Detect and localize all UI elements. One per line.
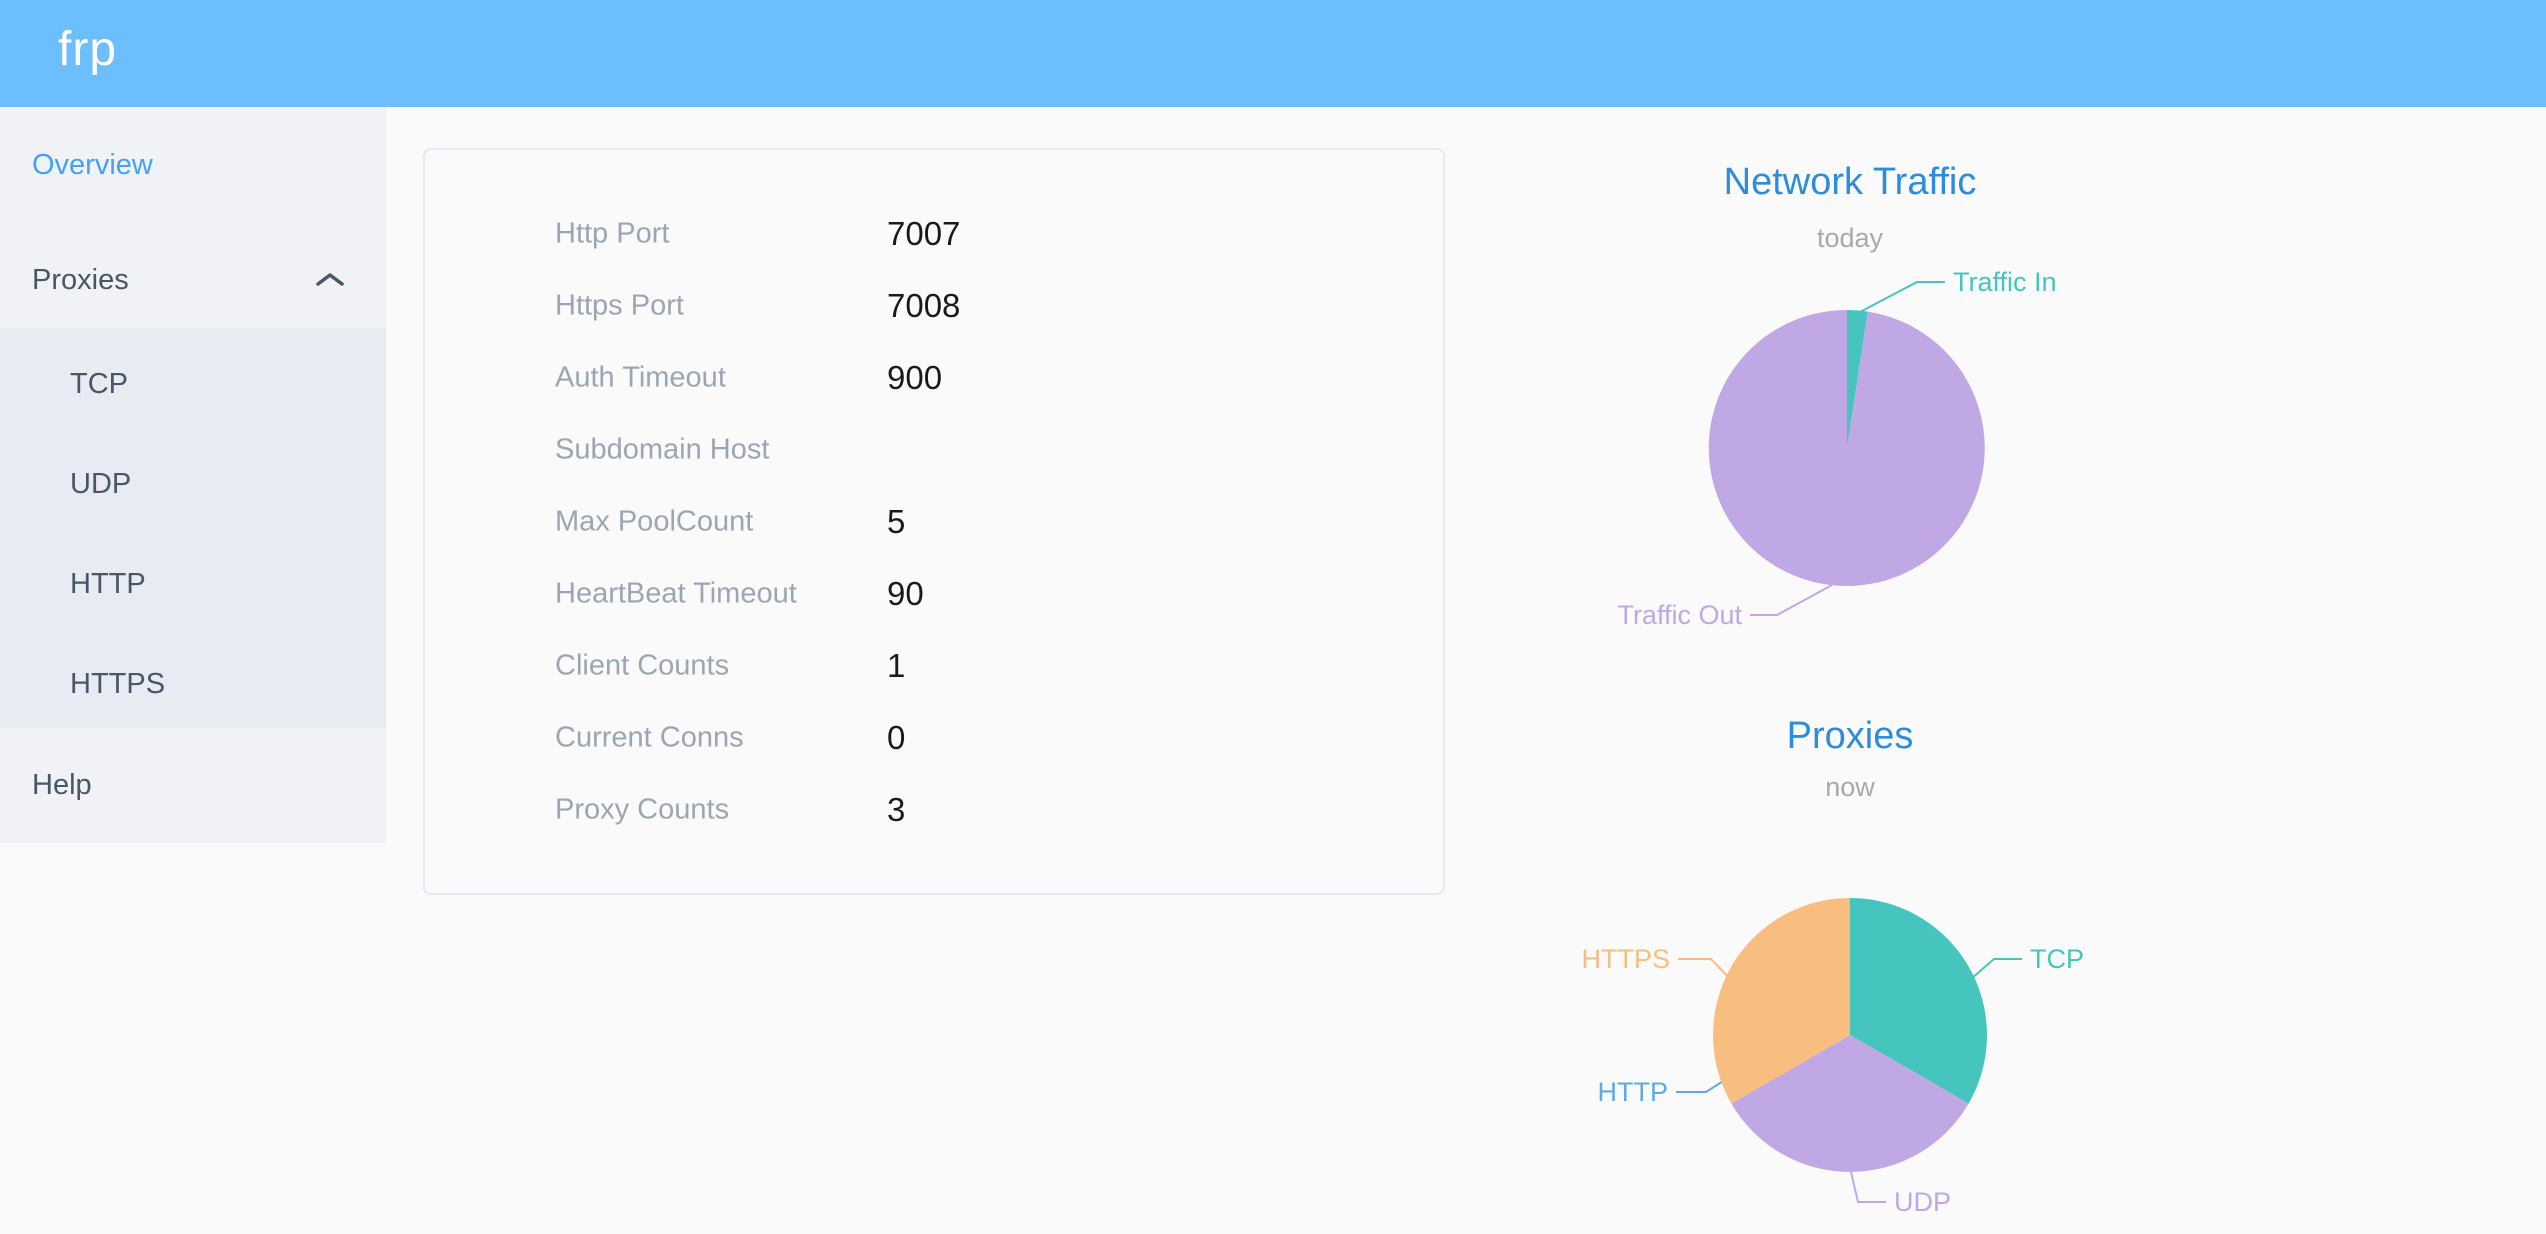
table-row: HeartBeat Timeout 90: [425, 558, 1443, 630]
table-row: Http Port 7007: [425, 198, 1443, 270]
row-value: 7007: [887, 215, 961, 252]
sidebar-item-label: HTTPS: [70, 667, 166, 700]
sidebar-item-label: Proxies: [32, 263, 129, 296]
table-row: Https Port 7008: [425, 270, 1443, 342]
sidebar-item-http[interactable]: HTTP: [0, 534, 386, 634]
chart-subtitle-now: now: [1825, 772, 1875, 802]
slice-label-https: HTTPS: [1581, 944, 1670, 974]
row-label: HeartBeat Timeout: [555, 577, 797, 610]
table-row: Current Conns 0: [425, 702, 1443, 774]
chevron-up-icon: [316, 273, 344, 286]
row-value: 0: [887, 719, 906, 756]
row-label: Auth Timeout: [555, 361, 726, 394]
pie-slice-traffic-in[interactable]: [1847, 310, 1868, 448]
sidebar-item-label: HTTP: [70, 567, 146, 600]
pie-slice-traffic-out[interactable]: [1708, 309, 1985, 586]
slice-label-udp: UDP: [1894, 1187, 1951, 1217]
label-line-tcp: [1970, 958, 2022, 980]
app-header: frp: [0, 0, 2546, 107]
chart-title-proxies: Proxies: [1786, 715, 1914, 757]
table-row: Client Counts 1: [425, 630, 1443, 702]
slice-label-tcp: TCP: [2030, 944, 2084, 974]
row-label: Max PoolCount: [555, 505, 754, 538]
row-value: 5: [887, 503, 906, 540]
sidebar-item-label: UDP: [70, 467, 132, 500]
label-line-traffic-out: [1750, 584, 1833, 616]
table-row: Auth Timeout 900: [425, 342, 1443, 414]
row-label: Current Conns: [555, 721, 744, 754]
slice-label-traffic-out: Traffic Out: [1617, 600, 1742, 630]
row-value: 1: [887, 647, 906, 684]
row-value: 900: [887, 359, 943, 396]
pie-slice-tcp[interactable]: [1850, 898, 1987, 1104]
table-row: Max PoolCount 5: [425, 486, 1443, 558]
sidebar-item-overview[interactable]: Overview: [0, 120, 386, 210]
slice-label-http: HTTP: [1598, 1077, 1669, 1107]
chart-title-network-traffic: Network Traffic: [1723, 161, 1977, 203]
row-label: Client Counts: [555, 649, 730, 682]
pie-slice-udp[interactable]: [1731, 1035, 1969, 1172]
row-label: Subdomain Host: [555, 433, 770, 466]
pie-slice-https[interactable]: [1713, 898, 1850, 1104]
sidebar-item-help[interactable]: Help: [0, 728, 386, 843]
sidebar-item-label: TCP: [70, 367, 128, 400]
row-label: Https Port: [555, 289, 684, 322]
chart-subtitle-today: today: [1816, 223, 1884, 253]
row-label: Http Port: [555, 217, 670, 250]
label-line-traffic-in: [1859, 281, 1945, 313]
sidebar-item-proxies[interactable]: Proxies: [0, 234, 386, 326]
row-value: 3: [887, 791, 906, 828]
row-value: 7008: [887, 287, 961, 324]
sidebar-item-https[interactable]: HTTPS: [0, 634, 386, 728]
sidebar-item-label: Overview: [32, 148, 153, 181]
row-label: Proxy Counts: [555, 793, 730, 826]
table-row: Subdomain Host: [425, 414, 1443, 486]
sidebar-submenu: TCP UDP HTTP HTTPS: [0, 328, 386, 728]
server-info-table: Http Port 7007 Https Port 7008 Auth Timeout 9…: [425, 198, 1443, 846]
sidebar-item-udp[interactable]: UDP: [0, 434, 386, 534]
label-line-http: [1676, 1077, 1729, 1093]
sidebar-item-label: Help: [32, 769, 92, 801]
sidebar: Overview Proxies TCP UDP HTTP HTTPS Help: [0, 107, 386, 843]
label-line-udp: [1850, 1171, 1886, 1203]
table-row: Proxy Counts 3: [425, 774, 1443, 846]
label-line-https: [1678, 958, 1731, 980]
slice-label-traffic-in: Traffic In: [1953, 267, 2057, 297]
app-logo: frp: [58, 22, 118, 76]
sidebar-item-tcp[interactable]: TCP: [0, 334, 386, 434]
row-value: 90: [887, 575, 924, 612]
server-info-card: Http Port 7007 Https Port 7008 Auth Timeout 9…: [423, 148, 1445, 895]
